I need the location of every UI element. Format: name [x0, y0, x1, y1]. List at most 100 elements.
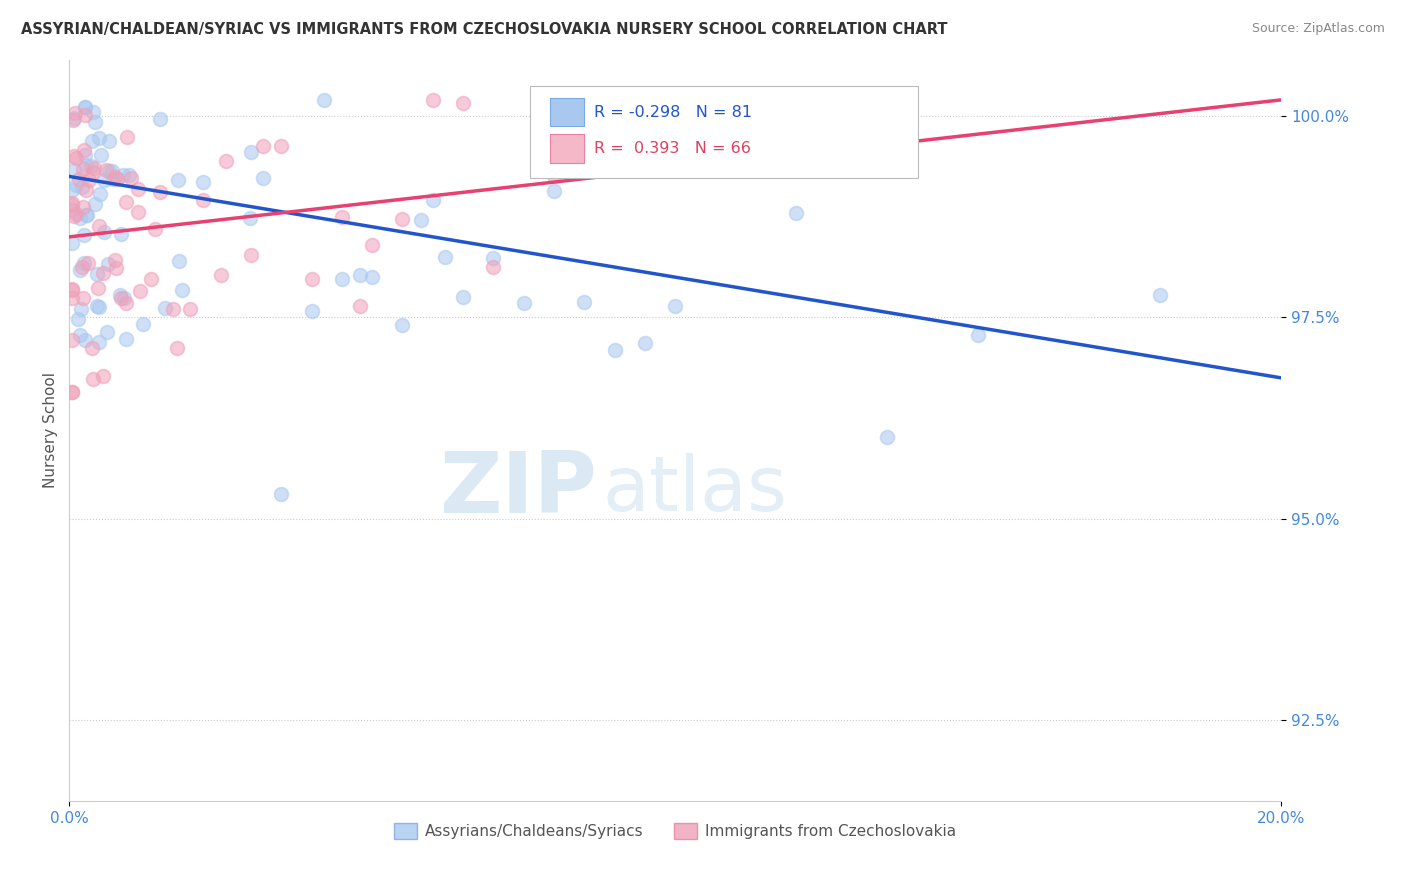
- Point: [120, 170, 142, 185]
- Point: [543, 185, 565, 199]
- Point: [664, 299, 686, 313]
- Legend: Assyrians/Chaldeans/Syriacs, Immigrants from Czechoslovakia: Assyrians/Chaldeans/Syriacs, Immigrants …: [388, 817, 962, 845]
- Point: [172, 283, 194, 297]
- Text: ZIP: ZIP: [439, 448, 596, 531]
- Point: [60, 292, 83, 306]
- Point: [149, 112, 172, 126]
- Point: [70, 180, 93, 194]
- Point: [110, 292, 132, 306]
- Point: [129, 284, 152, 298]
- Point: [60, 283, 83, 297]
- Point: [60, 202, 83, 217]
- Point: [191, 193, 214, 207]
- Point: [143, 221, 166, 235]
- Point: [115, 332, 138, 346]
- Point: [103, 253, 125, 268]
- Point: [75, 148, 97, 162]
- Point: [62, 112, 84, 127]
- Point: [876, 430, 898, 444]
- Point: [108, 288, 131, 302]
- Point: [70, 260, 93, 275]
- Point: [73, 228, 96, 243]
- Point: [167, 254, 190, 268]
- Point: [191, 175, 214, 189]
- Point: [87, 281, 110, 295]
- Point: [115, 296, 138, 310]
- Point: [301, 272, 323, 286]
- Point: [118, 168, 141, 182]
- Point: [72, 162, 94, 177]
- Point: [96, 325, 118, 339]
- Point: [86, 267, 108, 281]
- Point: [91, 368, 114, 383]
- Point: [127, 205, 149, 219]
- Point: [62, 149, 84, 163]
- Point: [93, 172, 115, 186]
- Text: ASSYRIAN/CHALDEAN/SYRIAC VS IMMIGRANTS FROM CZECHOSLOVAKIA NURSERY SCHOOL CORREL: ASSYRIAN/CHALDEAN/SYRIAC VS IMMIGRANTS F…: [21, 22, 948, 37]
- Point: [785, 206, 807, 220]
- Point: [60, 385, 83, 400]
- Point: [75, 334, 97, 348]
- Point: [162, 301, 184, 316]
- Point: [65, 151, 87, 165]
- Point: [215, 154, 238, 169]
- Point: [179, 301, 201, 316]
- Point: [451, 95, 474, 110]
- Point: [76, 208, 98, 222]
- Point: [301, 303, 323, 318]
- Point: [724, 93, 747, 107]
- Point: [967, 328, 990, 343]
- Point: [83, 161, 105, 176]
- Point: [312, 93, 335, 107]
- Point: [391, 318, 413, 332]
- Point: [252, 171, 274, 186]
- Point: [270, 139, 292, 153]
- Point: [105, 260, 128, 275]
- Point: [149, 185, 172, 199]
- Point: [87, 334, 110, 349]
- Point: [62, 282, 84, 296]
- Point: [84, 197, 107, 211]
- Point: [86, 300, 108, 314]
- Point: [73, 100, 96, 114]
- Point: [60, 235, 83, 250]
- Point: [87, 131, 110, 145]
- Point: [153, 301, 176, 316]
- Point: [60, 183, 83, 197]
- Point: [482, 260, 505, 274]
- Point: [73, 108, 96, 122]
- Point: [330, 272, 353, 286]
- Point: [166, 341, 188, 355]
- Point: [87, 300, 110, 314]
- Point: [73, 100, 96, 114]
- Point: [90, 147, 112, 161]
- Point: [349, 299, 371, 313]
- Point: [209, 268, 232, 282]
- Point: [240, 248, 263, 262]
- Point: [62, 209, 84, 223]
- Point: [112, 169, 135, 183]
- Point: [80, 341, 103, 355]
- Point: [82, 134, 104, 148]
- Point: [634, 335, 657, 350]
- Point: [512, 296, 534, 310]
- Bar: [550, 98, 585, 127]
- Point: [361, 237, 384, 252]
- Point: [94, 163, 117, 178]
- Point: [60, 196, 83, 211]
- Point: [543, 169, 565, 184]
- Point: [139, 271, 162, 285]
- Point: [75, 158, 97, 172]
- Point: [131, 318, 153, 332]
- Point: [252, 138, 274, 153]
- Point: [60, 198, 83, 212]
- Point: [451, 290, 474, 304]
- Point: [1149, 288, 1171, 302]
- Point: [115, 194, 138, 209]
- Text: Source: ZipAtlas.com: Source: ZipAtlas.com: [1251, 22, 1385, 36]
- Point: [97, 134, 120, 148]
- Point: [82, 164, 104, 178]
- Point: [82, 372, 104, 386]
- Point: [104, 170, 127, 185]
- Point: [60, 334, 83, 348]
